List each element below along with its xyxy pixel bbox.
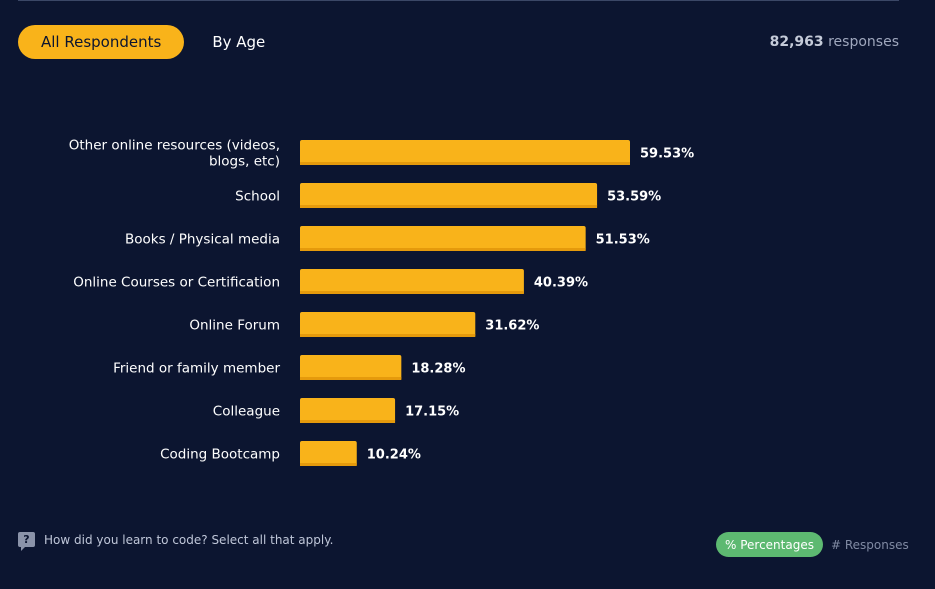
value-label-4: 31.62% xyxy=(485,319,539,334)
responses-toggle[interactable]: # Responses xyxy=(830,537,909,552)
value-label-1: 53.59% xyxy=(607,190,661,205)
display-mode-toggle: % Percentages # Responses xyxy=(716,532,909,557)
bar-3[interactable] xyxy=(300,269,524,294)
category-label-4: Online Forum xyxy=(189,318,280,334)
category-label-3: Online Courses or Certification xyxy=(73,275,280,291)
bar-1[interactable] xyxy=(300,183,598,208)
value-label-3: 40.39% xyxy=(534,276,588,291)
value-label-2: 51.53% xyxy=(596,233,650,248)
value-label-0: 59.53% xyxy=(640,147,694,162)
bar-shadow-0 xyxy=(300,162,630,165)
tab-by-age[interactable]: By Age xyxy=(212,33,266,51)
respondent-tabs: All Respondents By Age xyxy=(18,25,289,59)
percentages-toggle[interactable]: % Percentages xyxy=(716,532,823,557)
bar-7[interactable] xyxy=(300,441,357,466)
bar-0[interactable] xyxy=(300,140,630,165)
bar-shadow-6 xyxy=(300,420,396,423)
bar-shadow-1 xyxy=(300,205,598,208)
bar-shadow-5 xyxy=(300,377,402,380)
category-label-7: Coding Bootcamp xyxy=(160,447,280,463)
category-label-0-line-0: Other online resources (videos, xyxy=(69,138,280,154)
bar-shadow-7 xyxy=(300,463,357,466)
bar-shadow-2 xyxy=(300,248,586,251)
response-count-number: 82,963 xyxy=(769,34,824,50)
value-label-7: 10.24% xyxy=(367,448,421,463)
bar-shadow-4 xyxy=(300,334,476,337)
bar-shadow-3 xyxy=(300,291,524,294)
category-label-0-line-1: blogs, etc) xyxy=(209,154,280,170)
value-label-5: 18.28% xyxy=(411,362,465,377)
survey-question: ? How did you learn to code? Select all … xyxy=(18,532,334,551)
bar-5[interactable] xyxy=(300,355,402,380)
response-count-label: responses xyxy=(828,34,899,50)
question-text: How did you learn to code? Select all th… xyxy=(44,532,334,547)
question-icon: ? xyxy=(18,532,35,551)
category-label-6: Colleague xyxy=(213,404,280,420)
bar-6[interactable] xyxy=(300,398,396,423)
top-divider xyxy=(18,0,899,1)
response-count: 82,963 responses xyxy=(770,34,899,50)
category-label-2: Books / Physical media xyxy=(125,232,280,248)
bar-2[interactable] xyxy=(300,226,586,251)
value-label-6: 17.15% xyxy=(405,405,459,420)
category-label-1: School xyxy=(235,189,280,205)
bar-4[interactable] xyxy=(300,312,476,337)
category-label-5: Friend or family member xyxy=(113,361,280,377)
tab-all-respondents[interactable]: All Respondents xyxy=(18,25,185,59)
